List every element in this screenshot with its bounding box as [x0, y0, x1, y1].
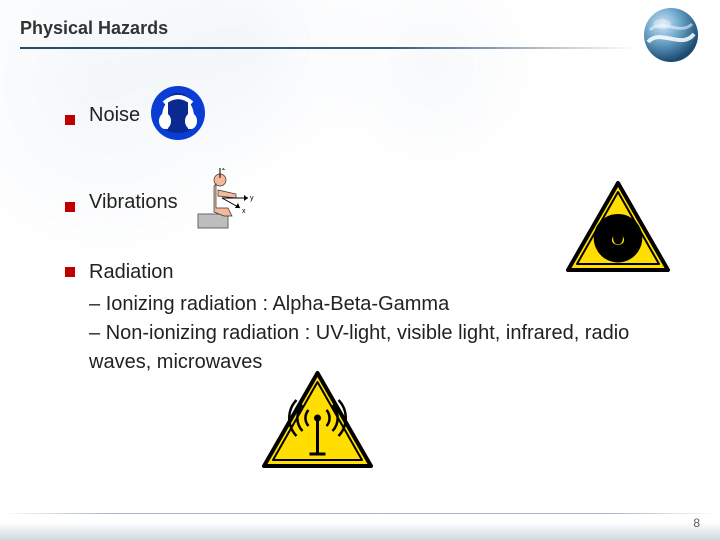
- radiation-sublist: Ionizing radiation : Alpha-Beta-Gamma No…: [89, 290, 670, 377]
- svg-text:x: x: [242, 208, 246, 215]
- page-title: Physical Hazards: [20, 18, 720, 39]
- vibrations-label: Vibrations: [89, 189, 178, 216]
- radiation-warning-icon: [564, 180, 672, 281]
- bullet-square-icon: [65, 115, 75, 125]
- title-underline: [20, 47, 636, 49]
- bullet-square-icon: [65, 202, 75, 212]
- nonionizing-warning-icon: [260, 370, 375, 477]
- footer-line: [0, 513, 720, 514]
- svg-text:z: z: [222, 168, 226, 172]
- footer-band: [0, 522, 720, 540]
- title-bar: Physical Hazards: [0, 0, 720, 55]
- seated-figure-icon: z y x: [192, 168, 272, 237]
- ear-protection-icon: [150, 85, 206, 146]
- page-number: 8: [693, 516, 700, 530]
- sub-nonionizing: Non-ionizing radiation : UV-light, visib…: [89, 319, 670, 377]
- bullet-square-icon: [65, 267, 75, 277]
- sub-ionizing: Ionizing radiation : Alpha-Beta-Gamma: [89, 290, 670, 319]
- noise-label: Noise: [89, 102, 140, 129]
- svg-text:y: y: [250, 195, 254, 202]
- bullet-noise: Noise: [65, 85, 670, 146]
